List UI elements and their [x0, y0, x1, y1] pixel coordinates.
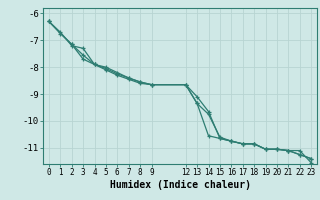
- X-axis label: Humidex (Indice chaleur): Humidex (Indice chaleur): [109, 180, 251, 190]
